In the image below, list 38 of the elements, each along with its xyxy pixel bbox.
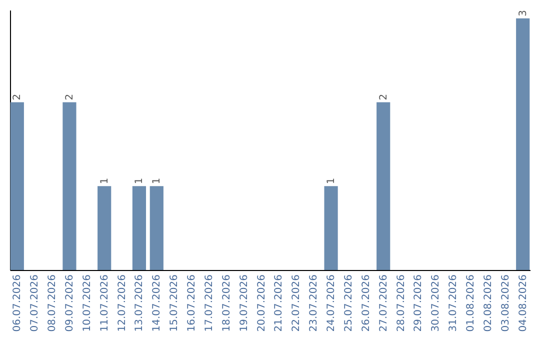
x-tick-label: 31.07.2026 <box>448 274 460 332</box>
x-tick-label: 09.07.2026 <box>64 274 76 332</box>
x-tick-label: 30.07.2026 <box>430 274 442 332</box>
x-tick-label: 24.07.2026 <box>326 274 338 332</box>
x-tick-label: 04.08.2026 <box>518 274 529 332</box>
x-tick-label: 11.07.2026 <box>99 274 110 332</box>
x-tick-label: 25.07.2026 <box>343 274 354 332</box>
x-tick-label: 07.07.2026 <box>30 274 41 332</box>
data-label: 2 <box>378 94 390 100</box>
x-tick-label: 27.07.2026 <box>378 274 390 332</box>
x-tick-label: 02.08.2026 <box>482 274 494 332</box>
x-tick-label: 01.08.2026 <box>466 274 477 332</box>
x-tick-label: 18.07.2026 <box>221 274 232 332</box>
x-tick-label: 17.07.2026 <box>204 274 215 332</box>
x-tick-label: 08.07.2026 <box>47 274 58 332</box>
x-tick-label: 03.08.2026 <box>500 274 512 332</box>
x-tick-label: 15.07.2026 <box>169 274 180 332</box>
x-tick-label: 06.07.2026 <box>12 274 24 332</box>
x-tick-label: 19.07.2026 <box>238 274 250 332</box>
x-tick-label: 22.07.2026 <box>291 274 302 332</box>
data-label: 1 <box>152 178 163 184</box>
x-tick-label: 16.07.2026 <box>186 274 198 332</box>
x-tick-label: 26.07.2026 <box>360 274 372 332</box>
x-tick-label: 20.07.2026 <box>256 274 268 332</box>
x-tick-label: 28.07.2026 <box>396 274 407 332</box>
x-tick-label: 13.07.2026 <box>134 274 146 332</box>
x-tick-label: 12.07.2026 <box>116 274 128 332</box>
x-tick-label: 21.07.2026 <box>274 274 285 332</box>
data-label: 2 <box>12 94 24 100</box>
data-label: 3 <box>518 10 529 16</box>
x-tick-label: 29.07.2026 <box>413 274 424 332</box>
x-tick-label: 23.07.2026 <box>308 274 320 332</box>
x-tick-label: 14.07.2026 <box>152 274 163 332</box>
data-label: 2 <box>64 94 76 100</box>
data-label: 1 <box>326 178 338 184</box>
x-tick-label: 10.07.2026 <box>82 274 93 332</box>
data-label: 1 <box>99 178 110 184</box>
data-label: 1 <box>134 178 146 184</box>
